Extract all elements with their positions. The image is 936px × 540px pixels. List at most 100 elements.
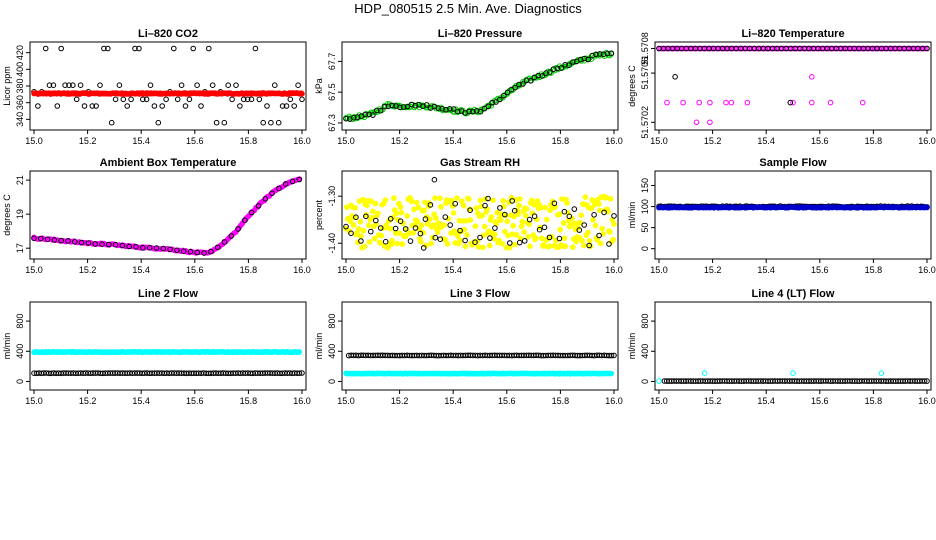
data-point [221,239,228,245]
data-point [481,223,488,230]
y-tick-label: 67.5 [327,83,337,101]
data-point [418,222,425,229]
data-point [387,225,394,232]
data-series [343,50,615,122]
data-point [398,209,405,216]
x-tick-label: 15.4 [757,396,775,406]
data-point [500,197,506,204]
data-point [486,242,493,249]
data-point [397,230,403,236]
data-point [151,103,158,109]
data-point [541,224,548,231]
data-point [672,74,678,80]
chart-panel-sampleflow: Sample Flow ml/min 15.0 15.2 15.4 15.6 15.8 16.… [627,157,936,275]
data-point [611,221,617,227]
data-point [472,239,478,245]
x-tick-label: 15.0 [337,265,355,275]
data-point [523,77,530,84]
data-point [242,217,248,224]
x-tick-label: 15.6 [498,396,516,406]
data-point [523,206,530,212]
data-point [596,207,603,214]
data-point [106,241,112,248]
x-tick-label: 15.2 [704,136,722,146]
y-tick-label: 51.5706 [640,57,650,90]
data-point [404,213,411,219]
data-point [447,222,454,228]
data-point [591,212,597,218]
data-point [546,234,553,241]
x-tick-label: 15.8 [240,265,258,275]
data-point [92,241,98,247]
data-point [296,370,303,377]
data-point [140,245,146,251]
data-point [369,214,375,221]
data-point [460,202,467,209]
data-point [167,246,173,253]
data-point [701,370,708,377]
data-point [510,223,517,229]
data-point [450,210,457,216]
data-point [504,89,511,96]
data-point [221,119,228,126]
data-point [531,213,538,219]
data-point [473,205,480,211]
x-tick-label: 15.8 [240,396,258,406]
data-point [462,237,468,244]
data-point [588,205,595,212]
data-point [289,178,296,185]
data-point [72,239,78,245]
data-point [600,51,607,58]
data-point [554,65,561,72]
data-point [513,232,520,238]
data-point [296,176,303,183]
data-point [235,226,241,232]
data-point [596,232,602,239]
data-point [299,90,305,97]
y-tick-label: -1.30 [327,186,337,207]
data-point [578,212,585,219]
data-point [562,243,569,250]
data-point [488,103,495,109]
data-point [464,232,470,238]
data-point [101,45,107,52]
data-point [163,96,169,103]
data-point [606,241,612,247]
data-point [413,199,420,206]
x-tick-label: 15.0 [650,265,668,275]
plot-frame [29,301,307,391]
data-point [518,223,525,230]
data-point [89,103,96,109]
data-point [358,233,364,239]
chart-title: Line 2 Flow [138,288,198,300]
data-point [54,103,61,109]
data-point [566,213,573,220]
data-point [608,352,615,359]
data-point [535,72,542,79]
data-point [432,234,439,241]
y-tick-label: 17 [15,243,25,253]
data-point [140,96,146,103]
data-point [577,56,584,63]
data-point [248,96,255,103]
x-tick-label: 15.2 [79,265,97,275]
data-point [389,237,396,244]
x-tick-label: 16.0 [293,136,311,146]
y-axis-label: degrees C [627,65,637,107]
data-point [132,45,138,52]
y-axis-label: ml/min [2,333,12,360]
y-tick-label: 50 [640,223,650,233]
data-point [581,242,587,249]
x-tick-label: 15.4 [132,136,150,146]
data-point [608,50,615,57]
data-point [262,196,269,202]
data-point [360,227,367,234]
x-tick-label: 15.8 [552,396,570,406]
x-tick-label: 15.4 [757,265,775,275]
data-point [112,241,119,248]
x-tick-label: 15.4 [132,396,150,406]
data-point [512,241,518,248]
data-point [399,241,406,247]
data-point [447,106,453,112]
data-point [542,204,548,211]
